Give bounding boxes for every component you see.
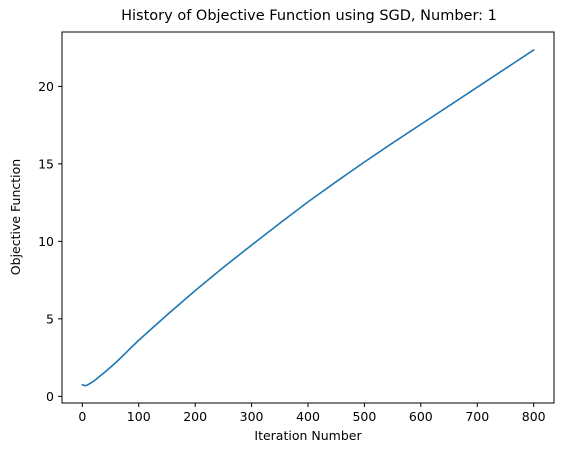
x-axis-ticks: 0 100 200 300 400 500 600 700 800 [78,403,546,424]
y-tick-label: 10 [38,234,54,249]
y-tick-label: 20 [38,79,54,94]
y-axis-ticks: 0 5 10 15 20 [38,79,62,404]
y-tick-label: 15 [38,156,54,171]
x-tick-label: 100 [127,409,151,424]
y-tick-label: 0 [46,389,54,404]
x-tick-label: 0 [78,409,86,424]
y-tick-label: 5 [46,311,54,326]
x-tick-label: 200 [183,409,207,424]
plot-frame [61,31,555,404]
x-tick-label: 300 [240,409,264,424]
objective-function-line [81,49,535,387]
x-axis-label: Iteration Number [254,428,362,443]
x-tick-label: 400 [296,409,320,424]
x-tick-label: 500 [352,409,376,424]
x-tick-label: 600 [409,409,433,424]
chart-title: History of Objective Function using SGD,… [121,8,497,24]
x-tick-label: 700 [465,409,489,424]
x-tick-label: 800 [522,409,546,424]
plot-area: 0 100 200 300 400 500 600 700 800 0 5 10 15 20 [38,31,555,424]
y-axis-label: Objective Function [8,159,23,275]
